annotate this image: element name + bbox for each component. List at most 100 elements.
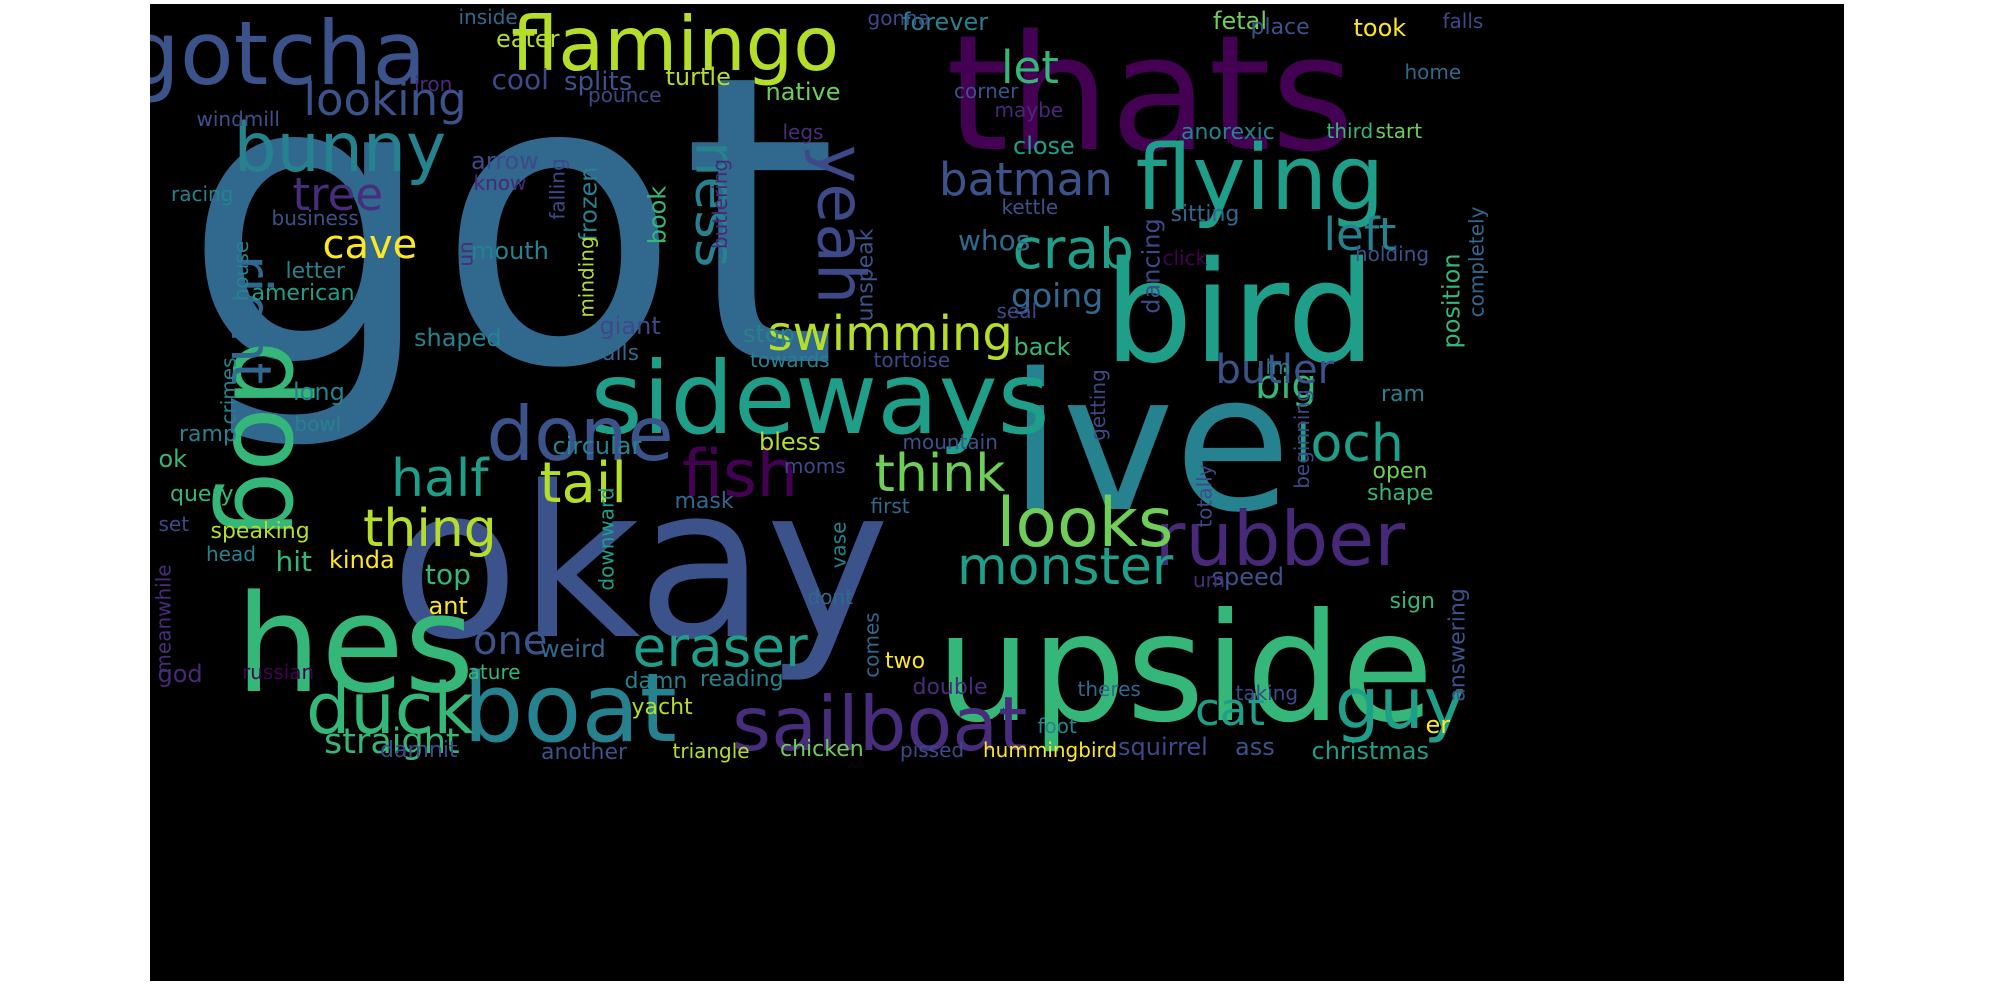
word-circular: circular bbox=[552, 432, 642, 460]
word-damnit: damnit bbox=[380, 738, 458, 763]
word-close: close bbox=[1013, 132, 1075, 160]
word-got: got bbox=[182, 4, 838, 456]
word-crimes: crimes bbox=[215, 357, 240, 425]
word-going: going bbox=[1011, 275, 1104, 315]
word-frozen: frozen bbox=[574, 166, 603, 242]
word-maybe: maybe bbox=[994, 98, 1064, 122]
word-set: set bbox=[158, 512, 190, 536]
word-query: query bbox=[170, 482, 234, 507]
word-speaking: speaking bbox=[210, 519, 310, 544]
word-position: position bbox=[1437, 253, 1466, 349]
word-christmas: christmas bbox=[1311, 737, 1429, 765]
word-third: third bbox=[1326, 119, 1374, 143]
word-er: er bbox=[1425, 711, 1451, 739]
word-one: one bbox=[473, 618, 548, 664]
word-giant: giant bbox=[599, 312, 661, 340]
word-straight: straight bbox=[324, 721, 460, 762]
word-dancing: dancing bbox=[1137, 218, 1166, 314]
word-fish: fish bbox=[682, 436, 799, 512]
word-another: another bbox=[541, 740, 628, 765]
word-guy: guy bbox=[1335, 663, 1466, 745]
word-back: back bbox=[1013, 333, 1071, 361]
word-letter: letter bbox=[285, 259, 345, 284]
word-native: native bbox=[765, 78, 841, 106]
word-thats: thats bbox=[946, 4, 1355, 187]
word-hes: hes bbox=[235, 565, 475, 723]
word-first: first bbox=[870, 494, 910, 518]
word-took: took bbox=[1353, 14, 1407, 42]
word-sailboat: sailboat bbox=[732, 679, 1028, 768]
word-stop: stop bbox=[743, 320, 795, 348]
word-thing: thing bbox=[363, 499, 497, 559]
word-flamingo: flamingo bbox=[511, 4, 840, 88]
word-weird: weird bbox=[540, 635, 606, 663]
word-looks: looks bbox=[996, 484, 1174, 563]
word-boat: boat bbox=[463, 653, 677, 764]
word-forever: forever bbox=[902, 8, 989, 36]
word-ok: ok bbox=[158, 445, 188, 473]
word-monster: monster bbox=[957, 537, 1174, 597]
word-tree: tree bbox=[292, 167, 384, 221]
word-sign: sign bbox=[1389, 589, 1435, 614]
word-mouth: mouth bbox=[471, 237, 549, 265]
word-know: know bbox=[473, 171, 527, 195]
word-holding: holding bbox=[1355, 242, 1430, 266]
word-big: big bbox=[1255, 362, 1317, 408]
word-bunny: bunny bbox=[233, 109, 447, 188]
word-eater: eater bbox=[496, 25, 560, 53]
word-cool: cool bbox=[491, 63, 549, 96]
word-crab: crab bbox=[1012, 216, 1134, 281]
word-butler: butler bbox=[1215, 347, 1335, 393]
word-ass: ass bbox=[1235, 733, 1275, 761]
word-double: double bbox=[912, 675, 988, 700]
word-place: place bbox=[1250, 15, 1310, 40]
word-foot: foot bbox=[1037, 714, 1077, 738]
word-shaped: shaped bbox=[414, 324, 502, 352]
word-head: head bbox=[206, 542, 256, 566]
word-pissed: pissed bbox=[900, 738, 965, 762]
word-book: book bbox=[642, 185, 671, 245]
word-pounce: pounce bbox=[588, 83, 662, 107]
word-top: top bbox=[425, 558, 471, 591]
word-corner: corner bbox=[954, 79, 1019, 103]
word-swimming: swimming bbox=[767, 306, 1013, 362]
word-duck: duck bbox=[306, 668, 474, 750]
word-mountain: mountain bbox=[902, 430, 998, 454]
word-looking: looking bbox=[303, 72, 467, 126]
word-ram: ram bbox=[1381, 382, 1425, 407]
word-ramp: ramp bbox=[179, 422, 237, 447]
word-think: think bbox=[874, 444, 1006, 504]
word-open: open bbox=[1372, 459, 1428, 484]
word-towards: towards bbox=[750, 348, 830, 372]
word-kettle: kettle bbox=[1001, 195, 1059, 219]
word-yacht: yacht bbox=[631, 695, 693, 720]
word-loch: loch bbox=[1296, 414, 1404, 474]
word-unspeak: unspeak bbox=[853, 228, 879, 322]
word-damn: damn bbox=[624, 669, 688, 694]
word-russian: russian bbox=[242, 660, 315, 684]
word-reading: reading bbox=[700, 667, 784, 692]
word-theres: theres bbox=[1077, 677, 1141, 701]
word-seal: seal bbox=[996, 299, 1038, 323]
word-fetal: fetal bbox=[1213, 7, 1267, 35]
word-sitting: sitting bbox=[1170, 202, 1240, 227]
word-flying: flying bbox=[1135, 126, 1385, 231]
word-butlering: butlering bbox=[708, 158, 733, 250]
word-hummingbird: hummingbird bbox=[983, 738, 1118, 762]
word-cave: cave bbox=[322, 222, 418, 268]
word-getting: getting bbox=[1085, 369, 1110, 441]
word-rubber: rubber bbox=[1154, 494, 1406, 583]
word-batman: batman bbox=[939, 152, 1113, 206]
word-american: american bbox=[251, 281, 355, 306]
word-splits: splits bbox=[564, 67, 633, 97]
word-um: um bbox=[1193, 568, 1226, 592]
word-nature: nature bbox=[455, 660, 521, 684]
word-start: start bbox=[1375, 119, 1423, 143]
word-falling: falling bbox=[545, 158, 570, 220]
word-ive: ive bbox=[1009, 333, 1292, 554]
word-half: half bbox=[391, 449, 489, 509]
word-completely: completely bbox=[1463, 206, 1488, 318]
word-moms: moms bbox=[784, 454, 846, 478]
word-turtle: turtle bbox=[665, 63, 731, 91]
word-vase: vase bbox=[825, 521, 850, 569]
